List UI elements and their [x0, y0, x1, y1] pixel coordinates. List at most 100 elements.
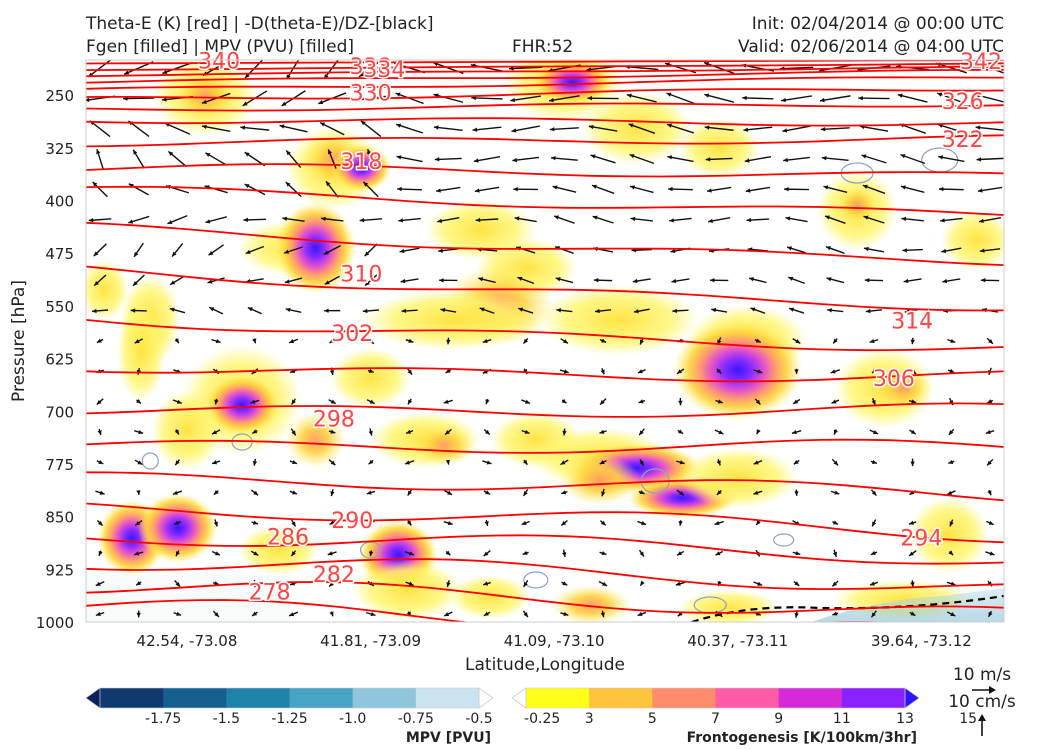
wind-vector: [404, 551, 415, 556]
theta-e-label: 334: [363, 58, 405, 83]
wind-vector: [552, 185, 577, 193]
wind-vector: [794, 489, 799, 496]
y-tick-label: 475: [45, 245, 74, 263]
wind-vector: [705, 157, 733, 162]
wind-vector: [437, 216, 460, 224]
wind-vector: [601, 488, 606, 497]
y-tick-label: 400: [45, 193, 74, 211]
colorbar-tick: -1.75: [145, 711, 181, 727]
wind-vector: [364, 274, 378, 287]
theta-e-line: [86, 265, 1004, 312]
theta-e-label: 330: [350, 82, 392, 107]
wind-vector: [794, 368, 799, 374]
wind-vector: [93, 243, 107, 257]
wind-vector: [792, 338, 801, 344]
theta-e-line: [86, 76, 1004, 90]
wind-vector: [443, 399, 453, 404]
colorbar-swatch: [526, 688, 590, 708]
wind-vector: [978, 216, 1002, 224]
colorbar-swatch: [163, 688, 227, 708]
wind-vector: [987, 610, 993, 618]
wind-vector: [407, 398, 413, 405]
wind-vector: [909, 611, 916, 617]
theta-e-line: [86, 102, 1004, 112]
wind-vector: [324, 275, 340, 286]
wind-vector: [715, 399, 723, 404]
theta-e-line: [86, 65, 1004, 78]
colorbar-tick: 5: [648, 711, 657, 727]
wind-vector: [400, 278, 419, 284]
wind-vector: [167, 150, 187, 168]
wind-vector: [522, 459, 528, 466]
wind-vector: [706, 186, 732, 193]
theta-e-contours: [86, 60, 1004, 622]
y-tick-label: 700: [45, 403, 74, 421]
wind-vector: [871, 519, 877, 527]
wind-vector: [92, 181, 108, 198]
wind-vector: [171, 242, 184, 258]
wind-vector: [96, 148, 104, 170]
wind-vector: [708, 216, 731, 224]
wind-vector: [869, 338, 879, 344]
wind-vector: [445, 368, 452, 374]
wind-vector: [833, 429, 838, 435]
wind-vector: [599, 429, 607, 434]
wind-vector: [133, 242, 144, 258]
wind-vector: [445, 459, 451, 465]
wind-vector: [522, 550, 529, 556]
wind-vector: [821, 155, 849, 161]
wind-vector: [754, 338, 762, 343]
wind-vector: [96, 519, 104, 527]
axes: 250 325 400 475 550 625 700 775 850 925 1000 42.54,…: [9, 87, 972, 675]
wind-vector: [362, 181, 379, 198]
wind-vector: [714, 429, 724, 435]
wind-vector: [368, 428, 373, 436]
theta-e-line: [86, 88, 1004, 100]
title-line-1: Theta-E (K) [red] | -D(theta-E)/DZ-[blac…: [86, 14, 434, 34]
wind-vector: [328, 459, 336, 466]
wind-vector: [395, 123, 424, 134]
frontogenesis-colorbar: 3 5 7 9 11 13 15 Frontogenesis [K/100km/3hr]: [511, 687, 977, 746]
colorbar-tick: 15: [959, 711, 977, 727]
wind-vector: [637, 369, 646, 374]
wind-vector: [522, 337, 529, 345]
wind-vector: [753, 459, 763, 465]
theta-e-line: [86, 558, 1004, 591]
wind-vector: [909, 429, 917, 435]
wind-vector: [756, 429, 761, 435]
wind-vector: [132, 149, 145, 169]
wind-vector: [174, 459, 181, 466]
wind-vector: [900, 153, 926, 165]
y-tick-label: 325: [45, 140, 74, 158]
theta-e-line: [86, 185, 1004, 216]
wind-vector: [820, 127, 850, 132]
wind-vector: [714, 520, 724, 526]
wind-vector: [162, 61, 193, 75]
wind-vector: [666, 123, 695, 134]
wind-vector: [676, 460, 685, 465]
wind-vector: [559, 369, 569, 374]
colorbar-tick: -1.5: [213, 711, 240, 727]
wind-vector: [824, 215, 846, 224]
wind-vector: [247, 306, 263, 315]
theta-e-line: [86, 117, 1004, 127]
wind-vector: [366, 399, 375, 405]
wind-vector: [205, 152, 228, 166]
wind-vector: [201, 124, 231, 132]
colorbars: -1.75 -1.5 -1.25 -1.0 -0.75 -0.5 -0.25 MPV [PVU…: [85, 665, 1016, 746]
theta-e-label: 314: [891, 309, 933, 334]
colorbar-tick: 13: [896, 711, 914, 727]
wind-vector: [250, 489, 259, 496]
wind-vector: [174, 429, 180, 435]
wind-vector: [746, 217, 770, 223]
wind-vector: [95, 581, 105, 587]
wind-vector: [871, 368, 877, 374]
wind-vector: [482, 581, 491, 586]
theta-e-line: [86, 402, 1004, 418]
wind-vector: [561, 581, 568, 586]
wind-vector: [599, 398, 607, 406]
wind-vector: [826, 277, 845, 284]
wind-vector: [753, 581, 763, 587]
wind-vector: [599, 520, 607, 526]
